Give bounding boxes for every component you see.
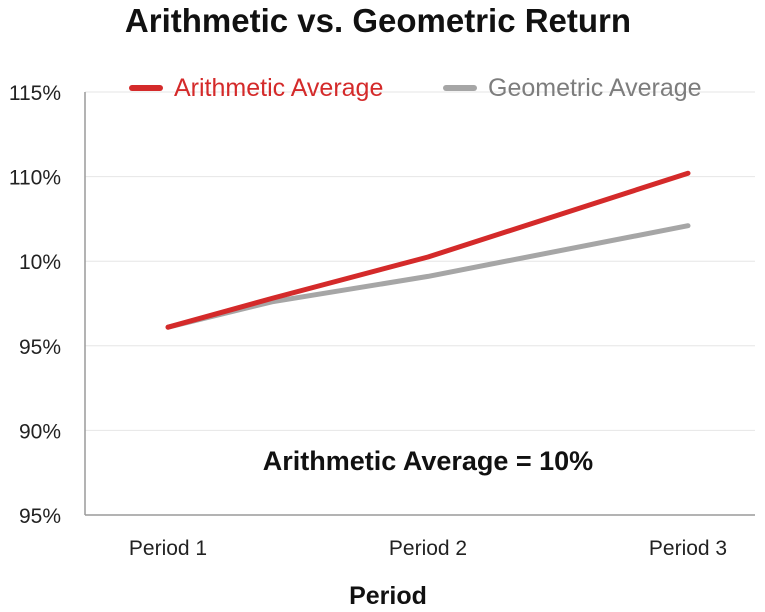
y-tick-label: 10%	[19, 251, 61, 274]
annotation: Arithmetic Average = 10%	[263, 446, 593, 476]
x-tick-label: Period 3	[649, 537, 727, 560]
y-tick-label: 110%	[9, 167, 61, 190]
y-tick-label: 115%	[9, 82, 61, 105]
chart-title: Arithmetic vs. Geometric Return	[125, 2, 631, 39]
axes	[84, 92, 755, 516]
y-tick-label: 95%	[19, 336, 61, 359]
series-line-geometric	[165, 223, 691, 330]
y-tick-label: 95%	[19, 505, 61, 528]
legend: Arithmetic Average Geometric Average	[129, 74, 702, 102]
legend-label-geometric: Geometric Average	[488, 74, 702, 102]
legend-label-arithmetic: Arithmetic Average	[174, 74, 383, 102]
series	[165, 170, 691, 330]
x-tick-label: Period 2	[389, 537, 467, 560]
x-tick-label: Period 1	[129, 537, 207, 560]
x-axis-label: Period	[349, 582, 427, 610]
x-axis-ticks: Period 1 Period 2 Period 3	[129, 537, 727, 560]
y-axis-ticks: 95% 90% 95% 10% 110% 115%	[9, 82, 61, 528]
y-tick-label: 90%	[19, 420, 61, 443]
series-line-arithmetic	[165, 170, 691, 330]
